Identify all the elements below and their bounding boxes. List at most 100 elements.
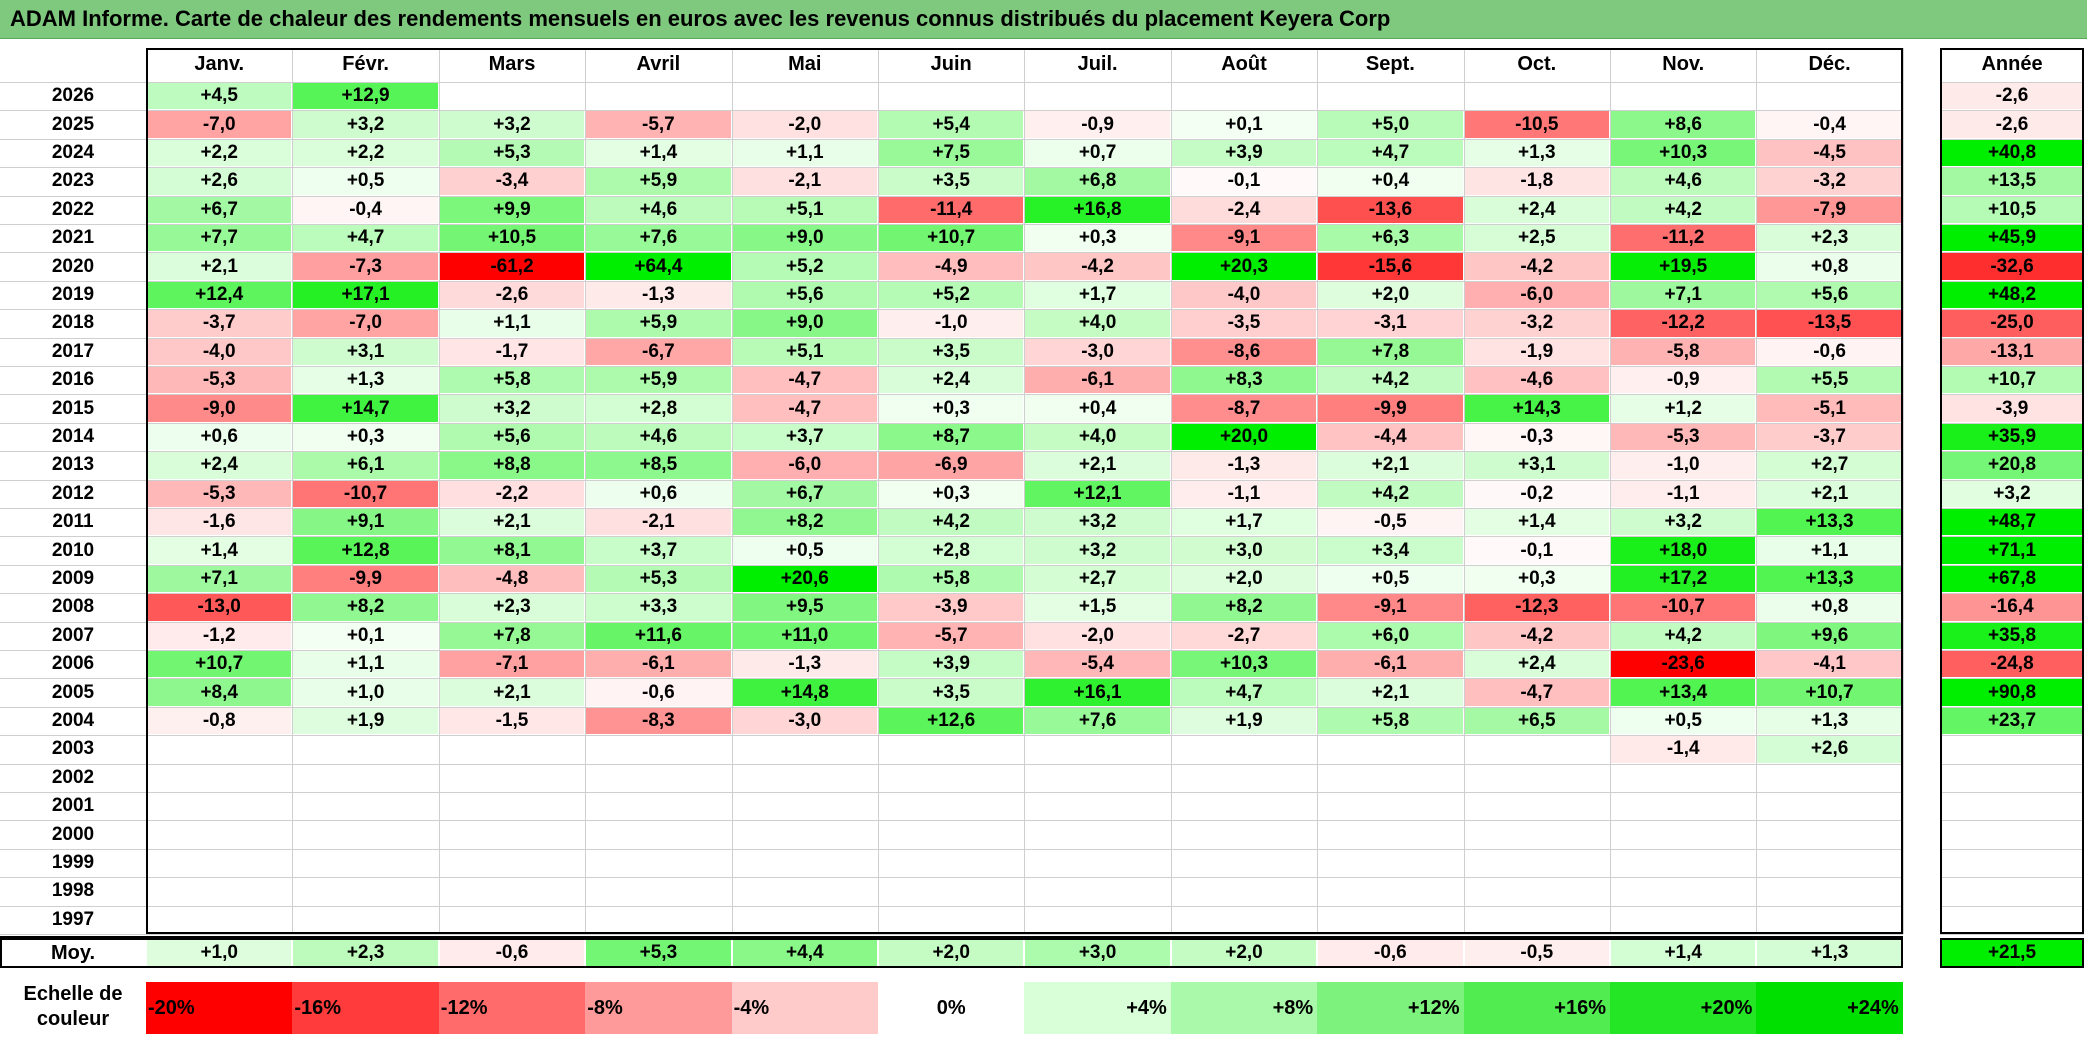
heatmap-cell — [293, 736, 438, 763]
heatmap-cell: +3,4 — [1318, 537, 1463, 564]
heatmap-cell — [1171, 83, 1317, 110]
heatmap-cell: -1,3 — [586, 281, 731, 309]
year-label: 2020 — [51, 255, 95, 277]
month-header: Mai — [788, 52, 822, 75]
heatmap-cell: -7,1 — [439, 651, 585, 678]
grid-line — [0, 167, 1903, 169]
annual-cell: -25,0 — [1941, 310, 2083, 337]
heatmap-cell: +0,5 — [732, 537, 877, 564]
month-header: Juin — [930, 52, 972, 75]
heatmap-cell: +6,3 — [1318, 225, 1463, 252]
heatmap-cell: +0,3 — [293, 423, 438, 451]
heatmap-cell: -0,4 — [1757, 111, 1902, 138]
heatmap-cell: +2,4 — [879, 367, 1024, 394]
heatmap-cell: +2,6 — [1757, 736, 1902, 763]
heatmap-cell: +4,2 — [1318, 480, 1463, 507]
heatmap-cell: +8,2 — [732, 509, 877, 536]
heatmap-cell: +2,1 — [1318, 452, 1463, 479]
month-header: Janv. — [194, 52, 245, 75]
heatmap-cell: +2,7 — [1025, 565, 1170, 593]
heatmap-cell: +5,6 — [439, 423, 585, 451]
heatmap-cell: +5,2 — [732, 253, 877, 280]
heatmap-cell: +4,7 — [1318, 139, 1463, 167]
heatmap-cell: -6,7 — [586, 338, 731, 365]
heatmap-cell — [1025, 821, 1170, 848]
heatmap-cell: +5,9 — [586, 367, 731, 394]
heatmap-cell: +3,3 — [586, 594, 731, 621]
grid-line — [1940, 877, 2084, 879]
heatmap-cell: +1,4 — [1464, 509, 1609, 536]
heatmap-cell — [293, 906, 438, 933]
grid-line — [1940, 394, 2084, 396]
heatmap-cell: +16,1 — [1025, 679, 1170, 706]
heatmap-cell — [1025, 906, 1170, 933]
heatmap-cell — [1025, 736, 1170, 763]
heatmap-cell — [879, 821, 1024, 848]
heatmap-cell: +5,0 — [1318, 111, 1463, 138]
annual-cell — [1941, 878, 2083, 905]
heatmap-cell: +7,6 — [586, 225, 731, 252]
heatmap-cell: -1,4 — [1611, 736, 1756, 763]
heatmap-cell: +1,7 — [1171, 509, 1317, 536]
heatmap-cell — [1611, 906, 1756, 933]
heatmap-cell: -4,0 — [147, 338, 292, 365]
grid-line — [1940, 848, 2084, 850]
heatmap-cell: -1,6 — [147, 509, 292, 536]
grid-line — [0, 650, 1903, 651]
heatmap-cell: -1,1 — [1611, 480, 1756, 507]
heatmap-cell: +7,8 — [1318, 338, 1463, 365]
year-label: 2021 — [51, 227, 95, 249]
heatmap-cell: -2,7 — [1171, 622, 1317, 649]
grid-line — [0, 479, 1903, 481]
heatmap-cell — [439, 764, 585, 791]
heatmap-cell: +10,7 — [147, 651, 292, 678]
heatmap-cell: +2,6 — [147, 168, 292, 195]
heatmap-cell: +4,7 — [1171, 679, 1317, 706]
heatmap-cell — [293, 878, 438, 905]
heatmap-cell: +2,8 — [586, 395, 731, 422]
heatmap-cell: +1,4 — [147, 537, 292, 564]
grid-line — [0, 706, 1903, 708]
heatmap-cell — [1318, 793, 1463, 820]
grid-line — [1940, 167, 2084, 169]
heatmap-cell: +17,1 — [293, 281, 438, 309]
grid-line — [0, 82, 1903, 83]
annual-cell: -16,4 — [1941, 594, 2083, 621]
grid-line — [1940, 706, 2084, 708]
heatmap-cell: +14,7 — [293, 395, 438, 422]
heatmap-cell: +3,2 — [1025, 509, 1170, 536]
scale-label: Echelle de couleur — [23, 983, 123, 1030]
average-cell: +2,0 — [879, 939, 1024, 967]
heatmap-cell: -4,5 — [1757, 139, 1902, 167]
heatmap-cell — [1025, 878, 1170, 905]
heatmap-cell: -5,3 — [147, 480, 292, 507]
heatmap-cell — [1611, 821, 1756, 848]
heatmap-cell: +8,2 — [1171, 594, 1317, 621]
heatmap-cell: -0,1 — [1464, 537, 1609, 564]
grid-line — [0, 451, 1903, 453]
heatmap-cell: -1,3 — [1171, 452, 1317, 479]
heatmap-cell: +3,5 — [879, 338, 1024, 365]
heatmap-cell — [732, 736, 877, 763]
grid-line — [1610, 48, 1611, 934]
heatmap-cell: -3,7 — [1757, 423, 1902, 451]
heatmap-cell: -0,2 — [1464, 480, 1609, 507]
grid-line — [0, 564, 1903, 566]
heatmap-cell: +0,4 — [1025, 395, 1170, 422]
heatmap-cell: +3,2 — [1611, 509, 1756, 536]
heatmap-cell: +0,3 — [879, 480, 1024, 507]
grid-line — [0, 593, 1903, 595]
grid-line — [0, 763, 1903, 765]
heatmap-cell: +6,7 — [732, 480, 877, 507]
heatmap-cell: +19,5 — [1611, 253, 1756, 280]
heatmap-cell: +6,7 — [147, 196, 292, 223]
heatmap-cell: +16,8 — [1025, 196, 1170, 223]
heatmap-cell: +4,6 — [586, 196, 731, 223]
heatmap-cell: +3,5 — [879, 168, 1024, 195]
heatmap-cell: -2,2 — [439, 480, 585, 507]
heatmap-cell: +2,0 — [1171, 565, 1317, 593]
heatmap-cell — [1171, 821, 1317, 848]
heatmap-cell: -5,7 — [879, 622, 1024, 649]
annual-cell: +90,8 — [1941, 679, 2083, 706]
grid-line — [0, 536, 1903, 538]
